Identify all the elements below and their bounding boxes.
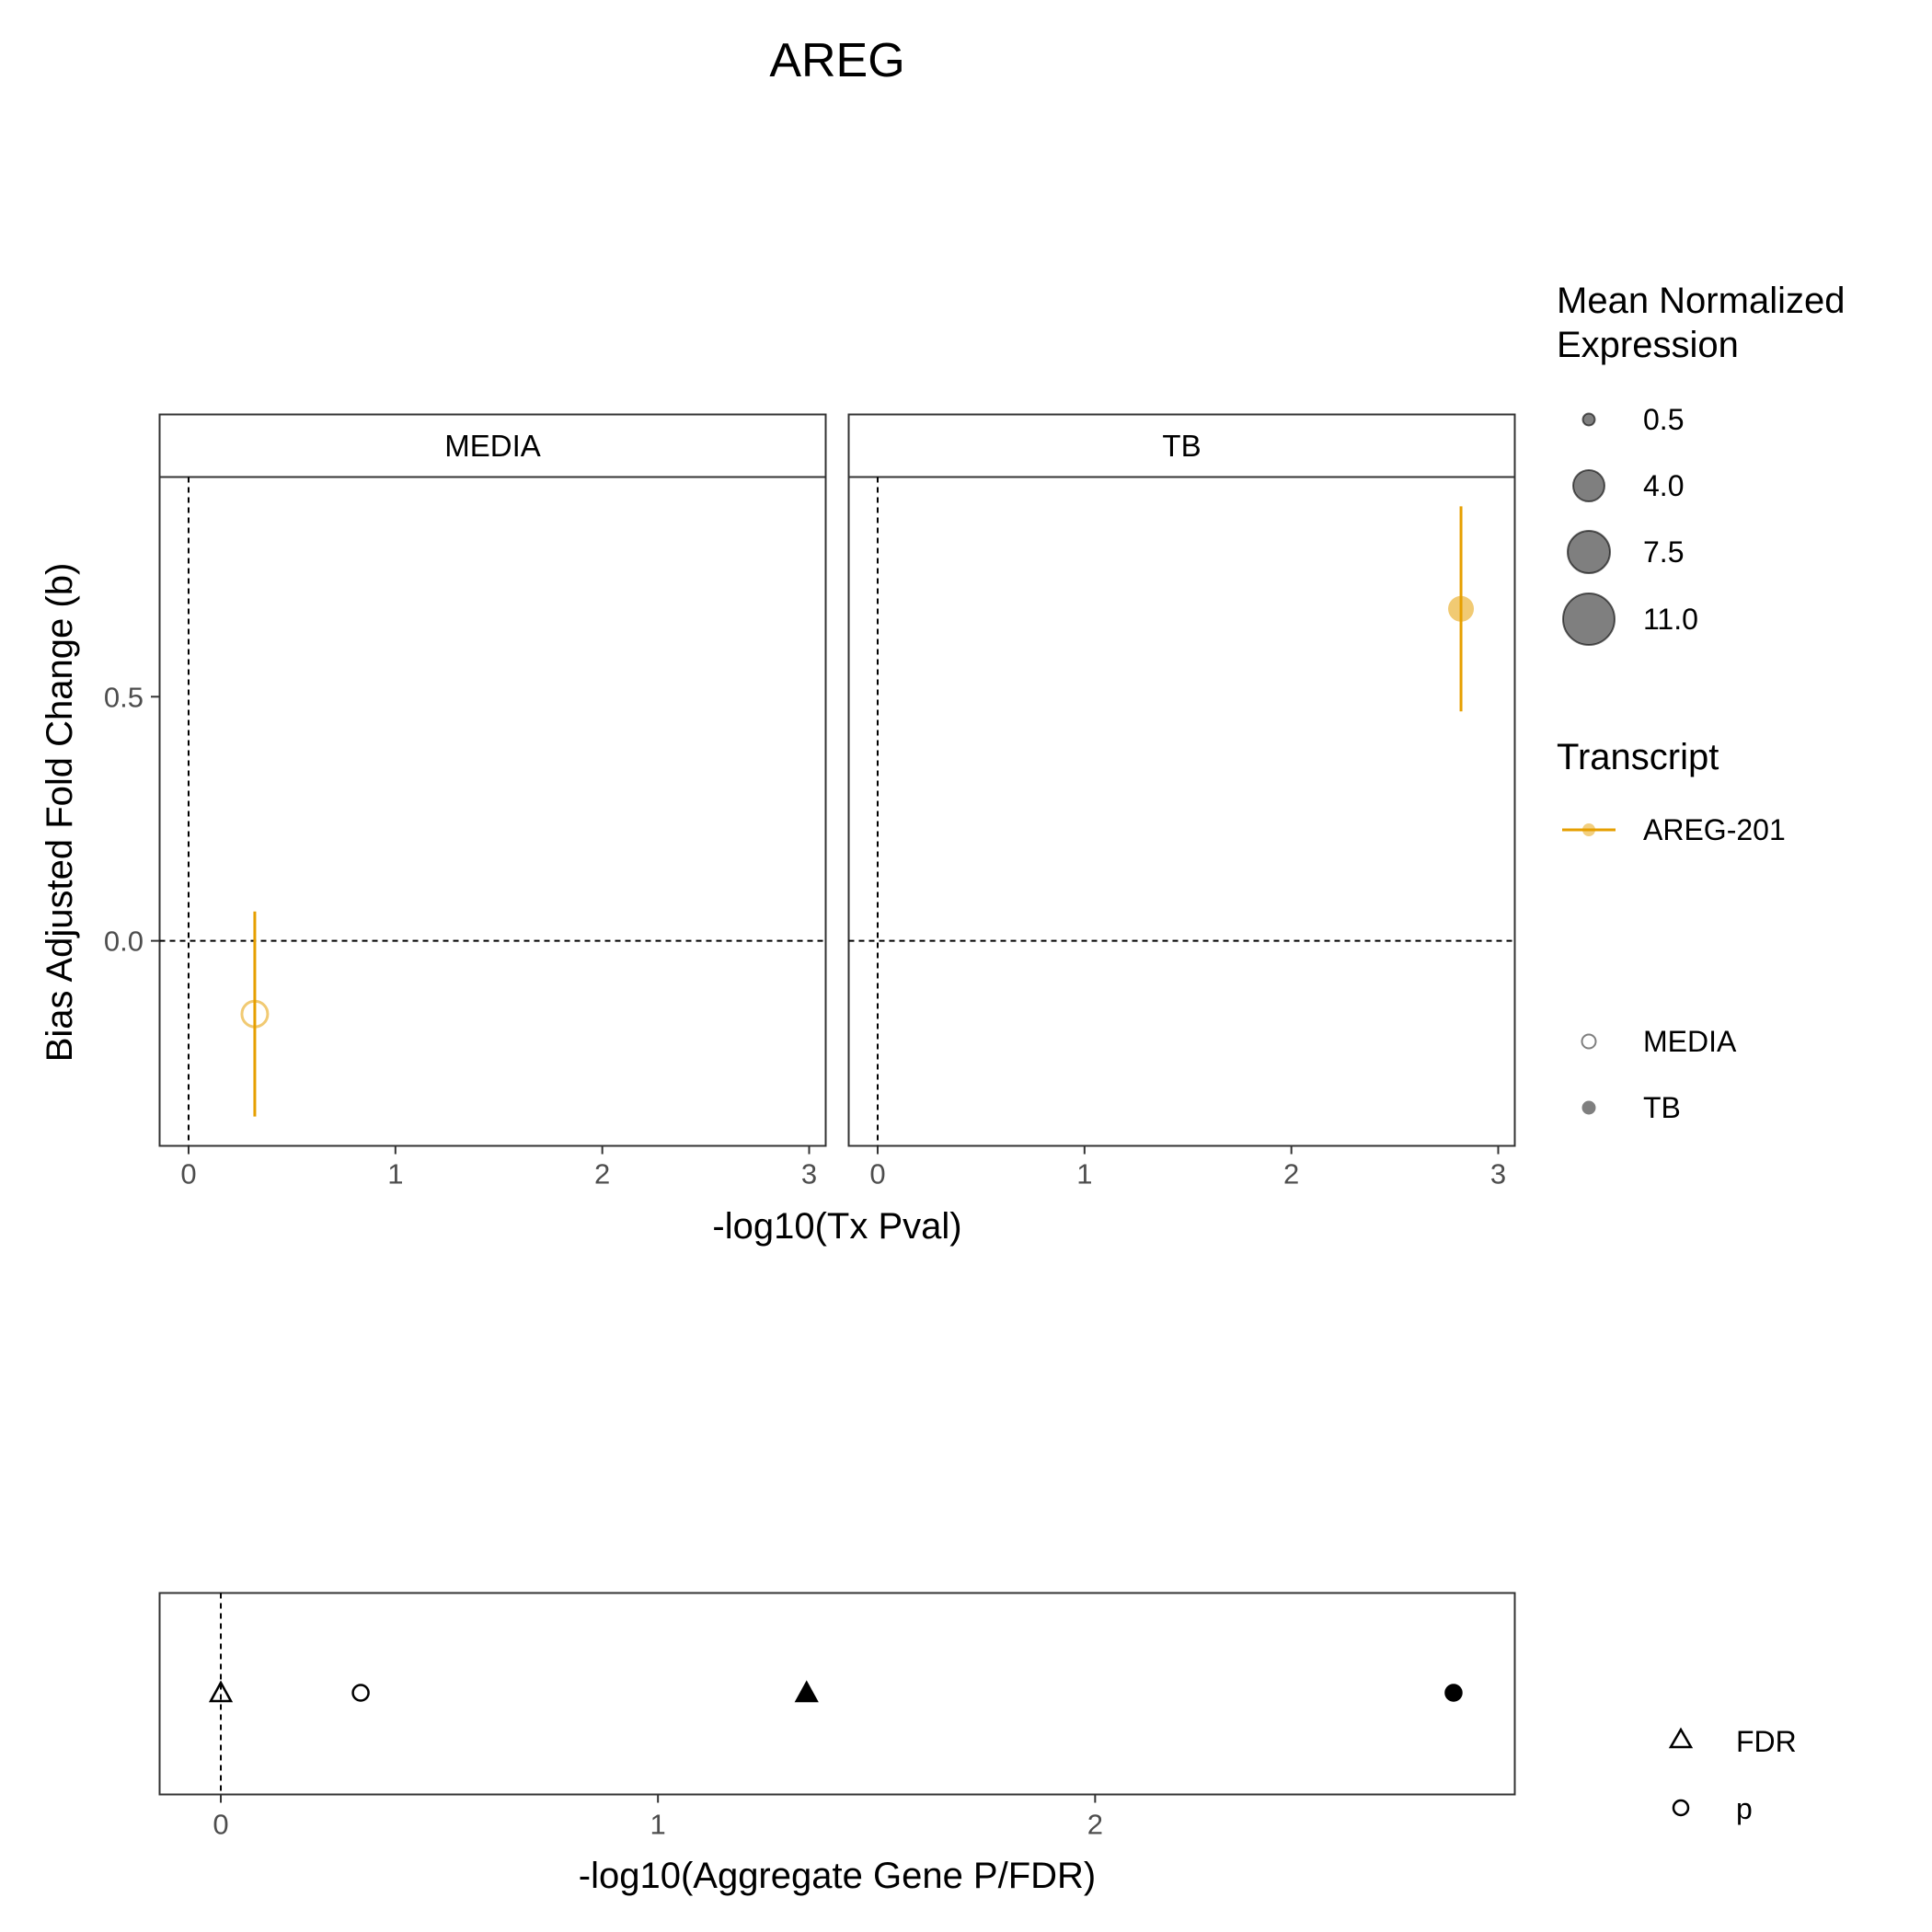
- aggregate-point-fdr-media: [208, 1680, 234, 1703]
- aggregate-x-tick-label-0: 0: [213, 1809, 228, 1841]
- y-axis-label: Bias Adjusted Fold Change (b): [40, 563, 80, 1063]
- legend-size-key-2: [1567, 530, 1611, 574]
- legend-size-label-0: 0.5: [1643, 403, 1684, 436]
- legend-size-key-0: [1581, 412, 1596, 427]
- facet-label-media: MEDIA: [444, 429, 541, 463]
- bottom-panel-group: 0 1 2 -log10(Aggregate Gene P/FDR): [158, 1592, 1516, 1896]
- data-point-tb: [1448, 595, 1475, 622]
- legend-transcript-title: Transcript: [1557, 737, 1719, 777]
- panel-tb: [847, 476, 1516, 1147]
- legend-condition-key-tb: [1581, 1100, 1596, 1115]
- aggregate-point-p-media: [351, 1684, 370, 1702]
- legend-condition: MEDIA TB: [1581, 1025, 1737, 1124]
- legend-size-title-line1: Mean Normalized: [1557, 281, 1845, 321]
- legend-size-label-3: 11.0: [1643, 603, 1698, 636]
- x-tick-label-media-3: 3: [801, 1158, 817, 1190]
- legend-size: Mean Normalized Expression 0.5 4.0 7.5 1…: [1557, 281, 1845, 646]
- aggregate-point-fdr-tb: [794, 1680, 819, 1703]
- legend-size-key-1: [1572, 469, 1605, 502]
- legend-shape: FDR p: [1668, 1725, 1797, 1825]
- x-tick-label-media-2: 2: [594, 1158, 610, 1190]
- legend-condition-label-tb: TB: [1643, 1091, 1681, 1124]
- legend-transcript-label: AREG-201: [1643, 813, 1786, 846]
- panel-aggregate: [158, 1592, 1516, 1796]
- aggregate-point-p-tb: [1444, 1684, 1463, 1702]
- aggregate-x-tick-label-1: 1: [650, 1809, 666, 1841]
- legend-size-label-1: 4.0: [1643, 469, 1684, 502]
- x-axis-label: -log10(Tx Pval): [712, 1206, 961, 1247]
- legend-size-title-line2: Expression: [1557, 325, 1739, 365]
- facet-strip-tb: [847, 413, 1516, 478]
- legend-condition-key-media: [1581, 1033, 1597, 1050]
- data-point-media: [240, 999, 270, 1029]
- x-tick-label-media-0: 0: [180, 1158, 196, 1190]
- x-tick-label-tb-3: 3: [1490, 1158, 1506, 1190]
- x-tick-label-media-1: 1: [387, 1158, 403, 1190]
- legend-size-label-2: 7.5: [1643, 535, 1684, 569]
- chart-title: AREG: [769, 34, 904, 87]
- y-tick-label-0: 0.0: [104, 926, 144, 958]
- legend-shape-label-p: p: [1736, 1792, 1753, 1825]
- x-tick-label-tb-1: 1: [1076, 1158, 1092, 1190]
- top-panel-group: MEDIA TB 0 1 2 3 0 1 2 3 0.0 0.5 Bias Adjusted Fo…: [40, 413, 1516, 1247]
- x-tick-label-tb-0: 0: [869, 1158, 885, 1190]
- legend-transcript-key-point: [1582, 823, 1595, 836]
- legend-shape-key-p: [1672, 1799, 1690, 1817]
- facet-label-tb: TB: [1162, 429, 1201, 463]
- x-tick-label-tb-2: 2: [1283, 1158, 1299, 1190]
- panel-media: [158, 476, 827, 1147]
- legend-size-key-3: [1562, 592, 1616, 646]
- y-tick-label-1: 0.5: [104, 681, 144, 713]
- x-axis-label-aggregate: -log10(Aggregate Gene P/FDR): [579, 1856, 1097, 1896]
- legend-transcript: Transcript AREG-201: [1557, 737, 1786, 846]
- legend-condition-label-media: MEDIA: [1643, 1025, 1737, 1058]
- facet-strip-media: [158, 413, 827, 478]
- legend-shape-label-fdr: FDR: [1736, 1725, 1797, 1758]
- aggregate-x-tick-label-2: 2: [1087, 1809, 1103, 1841]
- legend-shape-key-fdr: [1668, 1727, 1694, 1749]
